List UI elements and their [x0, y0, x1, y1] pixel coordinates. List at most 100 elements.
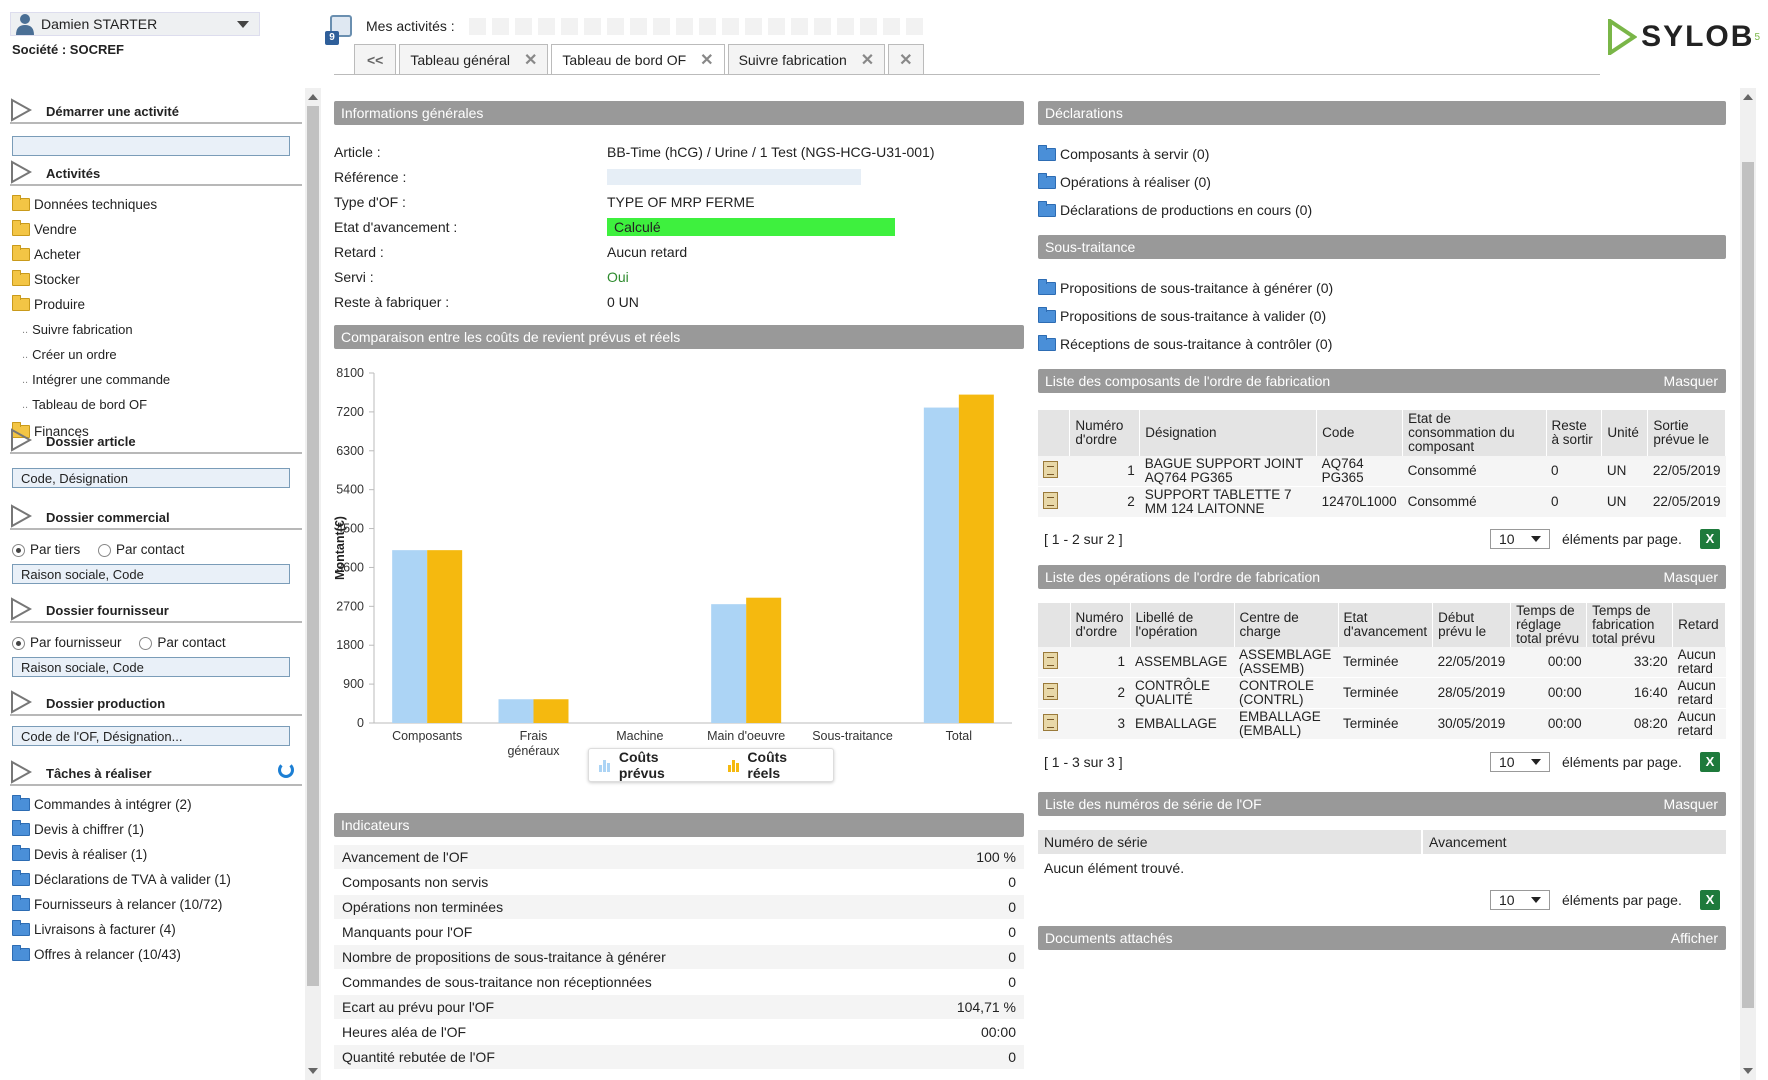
- link-propositions-generer[interactable]: Propositions de sous-traitance à générer…: [1038, 274, 1333, 302]
- chevron-down-icon[interactable]: [237, 21, 249, 28]
- sidebar-item-creer-ordre[interactable]: Créer un ordre: [12, 342, 170, 367]
- radio-par-contact[interactable]: [98, 543, 112, 557]
- folder-open-icon: [12, 295, 30, 311]
- documents-toggle-link[interactable]: Afficher: [1670, 930, 1718, 946]
- task-item[interactable]: Commandes à intégrer (2): [12, 792, 231, 817]
- sidebar-item-suivre-fabrication[interactable]: Suivre fabrication: [12, 317, 170, 342]
- task-item[interactable]: Offres à relancer (10/43): [12, 942, 231, 967]
- operations-per-page-select[interactable]: 10: [1490, 752, 1550, 772]
- close-all-tabs-button[interactable]: ✕: [888, 44, 924, 74]
- excel-export-icon[interactable]: X: [1700, 752, 1720, 772]
- refresh-icon[interactable]: [278, 762, 294, 778]
- sidebar-item-acheter[interactable]: Acheter: [12, 242, 170, 267]
- folder-icon: [12, 920, 30, 936]
- main-scrollbar[interactable]: [1740, 88, 1756, 1080]
- link-operations-a-realiser[interactable]: Opérations à réaliser (0): [1038, 168, 1312, 196]
- tab-suivre-fabrication[interactable]: Suivre fabrication ✕: [727, 44, 886, 74]
- x-tick-label: Composants: [392, 729, 462, 743]
- document-icon[interactable]: [1043, 461, 1058, 478]
- close-icon[interactable]: ✕: [899, 51, 913, 69]
- document-icon[interactable]: [1043, 492, 1058, 509]
- document-icon[interactable]: [1043, 683, 1058, 700]
- tasks-section: Tâches à réaliser Commandes à intégrer (…: [10, 758, 302, 962]
- article-search-input[interactable]: Code, Désignation: [12, 468, 290, 488]
- scroll-down-icon[interactable]: [1743, 1068, 1753, 1074]
- table-row[interactable]: 2 SUPPORT TABLETTE 7 MM 124 LAITONNE 12470…: [1038, 486, 1726, 518]
- bar: [958, 394, 994, 723]
- indicator-row: Ecart au prévu pour l'OF 104,71 %: [334, 995, 1024, 1020]
- tab-nav-back[interactable]: <<: [354, 44, 397, 74]
- close-icon[interactable]: ✕: [860, 51, 875, 69]
- task-item[interactable]: Livraisons à facturer (4): [12, 917, 231, 942]
- start-activity-input[interactable]: [12, 136, 290, 156]
- close-icon[interactable]: ✕: [524, 51, 538, 69]
- legend-item-prevus[interactable]: Coûts prévus: [599, 749, 708, 781]
- table-row[interactable]: 3 EMBALLAGE EMBALLAGE (EMBALL) Terminée 30/0…: [1038, 708, 1726, 740]
- folder-icon: [12, 820, 30, 836]
- tab-tableau-general[interactable]: Tableau général ✕: [399, 44, 549, 74]
- close-icon[interactable]: ✕: [700, 51, 714, 69]
- reference-value: [607, 168, 861, 185]
- sidebar-item-integrer-commande[interactable]: Intégrer une commande: [12, 367, 170, 392]
- commercial-search-input[interactable]: Raison sociale, Code: [12, 564, 290, 584]
- chart-legend: Coûts prévus Coûts réels: [588, 748, 834, 782]
- table-row[interactable]: 1 ASSEMBLAGE ASSEMBLAGE (ASSEMB) Terminée 22…: [1038, 647, 1726, 678]
- sidebar-item-donnees-techniques[interactable]: Données techniques: [12, 192, 170, 217]
- y-tick-label: 1800: [336, 638, 364, 652]
- play-triangle-icon: [11, 760, 32, 784]
- legend-item-reels[interactable]: Coûts réels: [727, 749, 823, 781]
- bar: [392, 550, 428, 723]
- scroll-up-icon[interactable]: [1743, 94, 1753, 100]
- table-row[interactable]: 2 CONTRÔLE QUALITÉ CONTROLE (CONTRL) Termin…: [1038, 677, 1726, 709]
- play-triangle-icon: [11, 504, 32, 528]
- components-per-page-select[interactable]: 10: [1490, 529, 1550, 549]
- folder-icon: [1038, 172, 1056, 189]
- activity-slots: [468, 17, 929, 35]
- sidebar-item-produire[interactable]: Produire: [12, 292, 170, 317]
- company-label: Société : SOCREF: [12, 42, 124, 57]
- sidebar-item-tableau-bord-of[interactable]: Tableau de bord OF: [12, 392, 170, 417]
- excel-export-icon[interactable]: X: [1700, 890, 1720, 910]
- radio-par-contact[interactable]: [139, 636, 153, 650]
- y-tick-label: 5400: [336, 483, 364, 497]
- components-toggle-link[interactable]: Masquer: [1663, 373, 1718, 389]
- radio-par-fournisseur[interactable]: [12, 636, 25, 650]
- task-item[interactable]: Devis à réaliser (1): [12, 842, 231, 867]
- folder-icon: [12, 270, 30, 286]
- serials-per-page-select[interactable]: 10: [1490, 890, 1550, 910]
- radio-par-tiers[interactable]: [12, 543, 25, 557]
- production-search-input[interactable]: Code de l'OF, Désignation...: [12, 726, 290, 746]
- link-declarations-productions[interactable]: Déclarations de productions en cours (0): [1038, 196, 1312, 224]
- sidebar-item-vendre[interactable]: Vendre: [12, 217, 170, 242]
- link-receptions-controler[interactable]: Réceptions de sous-traitance à contrôler…: [1038, 330, 1333, 358]
- x-tick-label: Main d'oeuvre: [707, 729, 785, 743]
- task-item[interactable]: Devis à chiffrer (1): [12, 817, 231, 842]
- sidebar-item-finances[interactable]: Finances: [12, 419, 170, 444]
- scroll-down-icon[interactable]: [308, 1068, 318, 1074]
- document-icon[interactable]: [1043, 652, 1058, 669]
- y-axis-label: Montant(€): [334, 516, 347, 580]
- supplier-search-input[interactable]: Raison sociale, Code: [12, 657, 290, 677]
- messages-icon[interactable]: 9: [325, 15, 352, 45]
- link-propositions-valider[interactable]: Propositions de sous-traitance à valider…: [1038, 302, 1333, 330]
- task-item[interactable]: Fournisseurs à relancer (10/72): [12, 892, 231, 917]
- user-select[interactable]: Damien STARTER: [10, 12, 260, 36]
- info-panel: Article : BB-Time (hCG) / Urine / 1 Test …: [334, 143, 935, 310]
- table-row[interactable]: 1 BAGUE SUPPORT JOINT AQ764 PG365 AQ764 PG…: [1038, 456, 1726, 487]
- tab-tableau-de-bord-of[interactable]: Tableau de bord OF ✕: [551, 44, 725, 74]
- scroll-thumb[interactable]: [307, 106, 319, 986]
- sidebar-item-stocker[interactable]: Stocker: [12, 267, 170, 292]
- operations-toggle-link[interactable]: Masquer: [1663, 569, 1718, 585]
- serials-toggle-link[interactable]: Masquer: [1663, 796, 1718, 812]
- bar: [498, 699, 534, 723]
- task-item[interactable]: Déclarations de TVA à valider (1): [12, 867, 231, 892]
- scroll-thumb[interactable]: [1742, 162, 1754, 1008]
- folder-icon: [1038, 278, 1056, 295]
- document-icon[interactable]: [1043, 714, 1058, 731]
- serials-panel-header: Liste des numéros de série de l'OF Masque…: [1038, 792, 1726, 816]
- sidebar-scrollbar[interactable]: [305, 88, 321, 1080]
- subcontracting-list: Propositions de sous-traitance à générer…: [1038, 274, 1333, 358]
- scroll-up-icon[interactable]: [308, 94, 318, 100]
- link-composants-a-servir[interactable]: Composants à servir (0): [1038, 140, 1312, 168]
- excel-export-icon[interactable]: X: [1700, 529, 1720, 549]
